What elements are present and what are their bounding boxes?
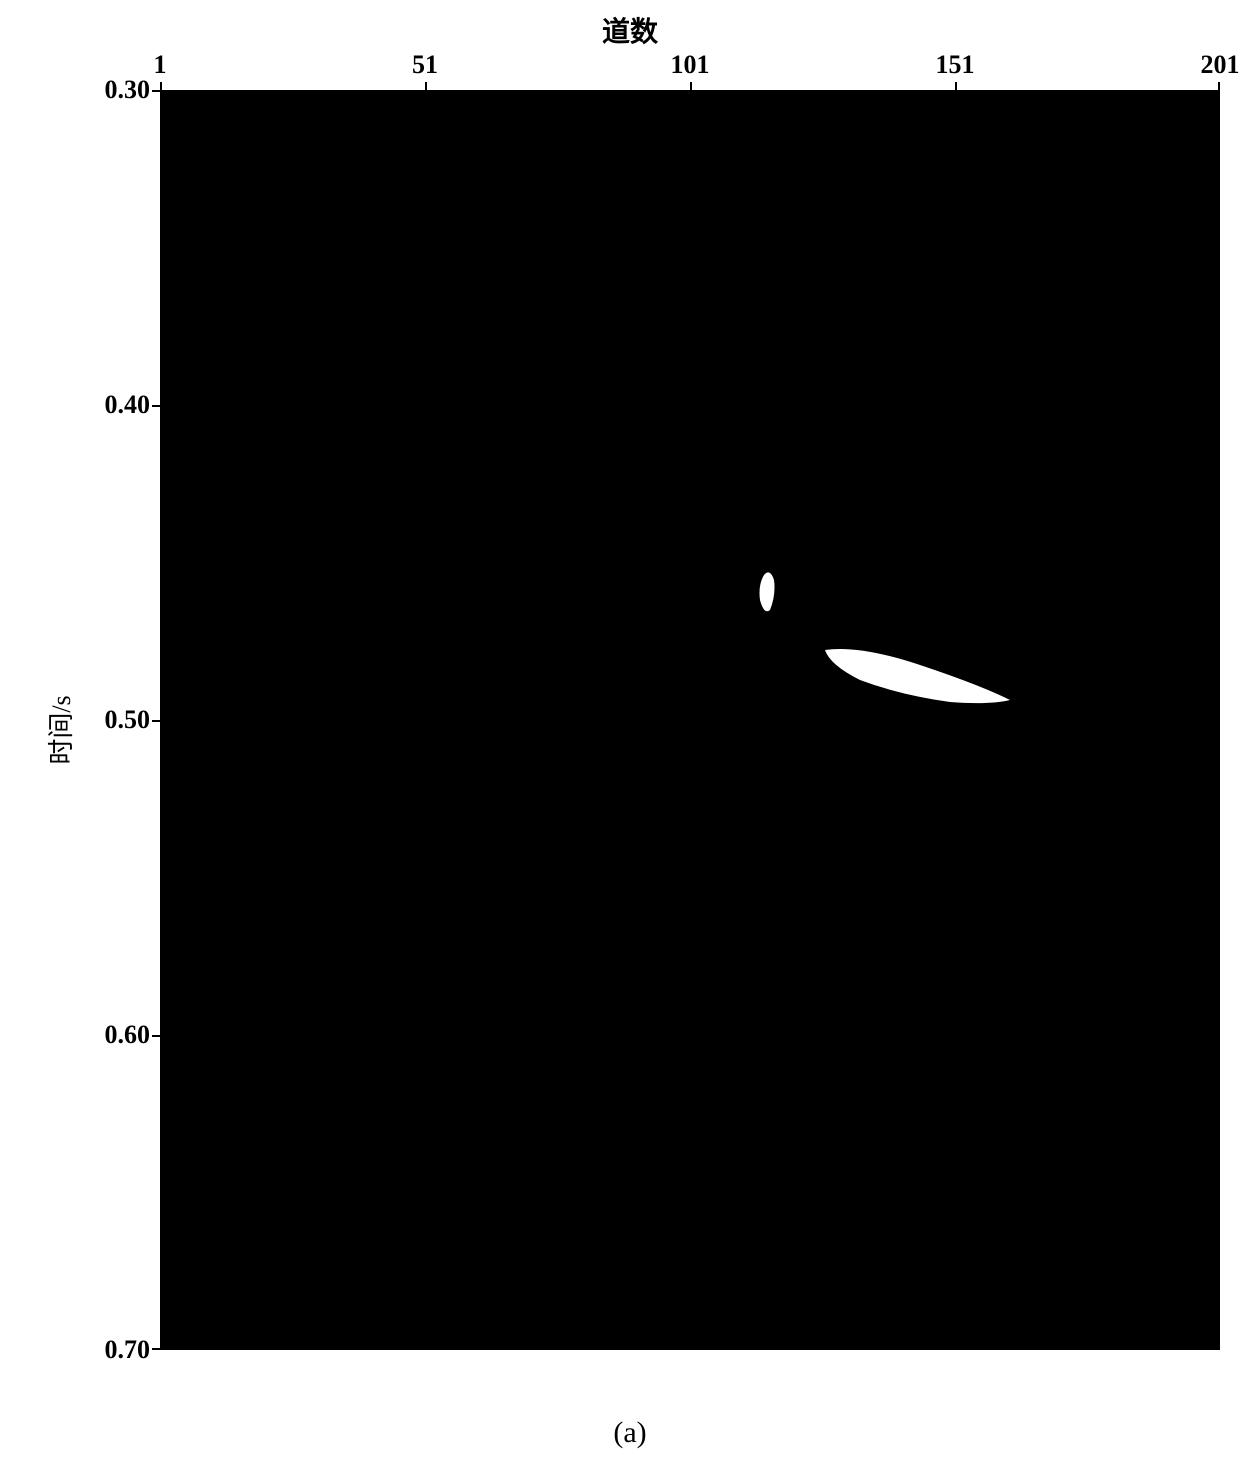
y-tick-label: 0.70 <box>80 1335 150 1365</box>
y-axis-ticks: 0.30 0.40 0.50 0.60 0.70 <box>80 90 160 1350</box>
x-tick-label: 51 <box>412 50 438 80</box>
tick-mark <box>160 82 162 90</box>
tick-mark <box>955 82 957 90</box>
y-axis-title: 时间/s <box>41 695 78 764</box>
seismic-chart: 道数 时间/s 1 51 101 151 201 0.30 0.40 0.50 … <box>30 10 1230 1450</box>
y-tick-label: 0.40 <box>80 390 150 420</box>
y-tick-label: 0.60 <box>80 1020 150 1050</box>
x-axis-title: 道数 <box>602 10 658 50</box>
tick-mark <box>152 1035 160 1037</box>
y-tick-label: 0.30 <box>80 75 150 105</box>
background-rect <box>160 90 1220 1350</box>
x-tick-label: 201 <box>1201 50 1240 80</box>
tick-mark <box>1218 82 1220 90</box>
tick-mark <box>152 720 160 722</box>
tick-mark <box>425 82 427 90</box>
tick-mark <box>152 90 160 92</box>
x-tick-label: 101 <box>671 50 710 80</box>
tick-mark <box>152 405 160 407</box>
plot-area <box>160 90 1220 1350</box>
subplot-label: (a) <box>613 1416 646 1450</box>
seismic-data-svg <box>160 90 1220 1350</box>
tick-mark <box>152 1348 160 1350</box>
x-tick-label: 151 <box>936 50 975 80</box>
x-axis-ticks: 1 51 101 151 201 <box>160 50 1220 80</box>
x-tick-label: 1 <box>154 50 167 80</box>
y-tick-label: 0.50 <box>80 705 150 735</box>
tick-mark <box>690 82 692 90</box>
